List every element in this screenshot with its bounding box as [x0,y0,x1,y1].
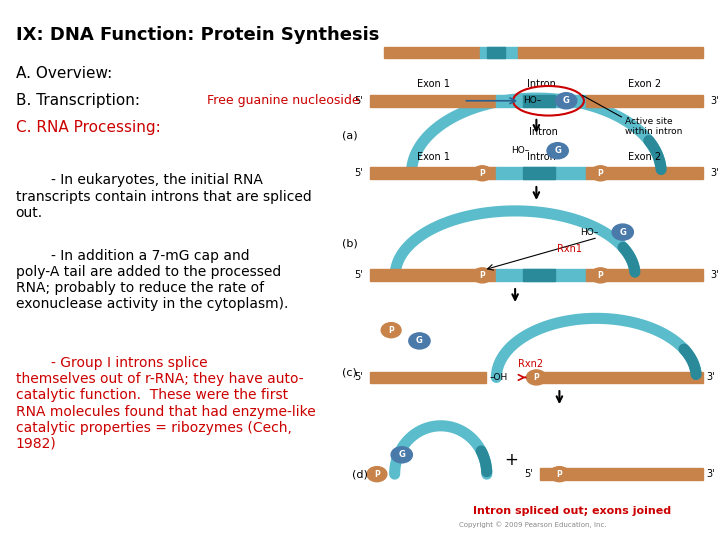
Text: Rxn2: Rxn2 [518,360,544,369]
Text: 5': 5' [354,168,363,178]
FancyBboxPatch shape [384,46,480,58]
FancyBboxPatch shape [518,46,703,58]
Text: G: G [619,227,626,237]
Text: G: G [416,336,423,346]
Circle shape [547,143,568,159]
Text: Intron: Intron [527,79,556,90]
Text: C. RNA Processing:: C. RNA Processing: [16,119,161,134]
Circle shape [367,467,387,482]
Text: 3': 3' [710,271,719,280]
Text: P: P [557,470,562,478]
FancyBboxPatch shape [496,269,586,281]
Text: - In addition a 7-mG cap and
poly-A tail are added to the processed
RNA; probabl: - In addition a 7-mG cap and poly-A tail… [16,248,288,311]
Circle shape [381,322,401,338]
Text: P: P [598,169,603,178]
Circle shape [409,333,430,349]
FancyBboxPatch shape [586,167,703,179]
Text: HO–: HO– [523,96,541,105]
Text: 5': 5' [354,271,363,280]
FancyBboxPatch shape [540,468,703,480]
Text: Copyright © 2009 Pearson Education, Inc.: Copyright © 2009 Pearson Education, Inc. [459,521,607,528]
FancyBboxPatch shape [586,95,703,107]
Text: Active site
within intron: Active site within intron [625,117,683,136]
Text: - In eukaryotes, the initial RNA
transcripts contain introns that are spliced
ou: - In eukaryotes, the initial RNA transcr… [16,173,311,220]
Text: G: G [554,146,561,155]
Text: 5': 5' [524,469,533,479]
Text: - Group I introns splice
themselves out of r-RNA; they have auto-
catalytic func: - Group I introns splice themselves out … [16,356,315,451]
Circle shape [526,370,546,385]
Text: Exon 1: Exon 1 [417,79,449,90]
Text: P: P [374,470,380,478]
Text: 5': 5' [354,373,363,382]
Circle shape [556,93,577,109]
FancyBboxPatch shape [370,95,496,107]
Text: Exon 2: Exon 2 [628,79,661,90]
Text: G: G [563,96,570,105]
FancyBboxPatch shape [523,95,555,107]
Text: Intron: Intron [527,152,556,162]
Circle shape [391,447,413,463]
Text: P: P [388,326,394,335]
Text: (c): (c) [341,367,356,377]
Text: HO–: HO– [580,227,598,237]
Text: P: P [480,271,485,280]
Circle shape [590,166,611,181]
Text: P: P [480,169,485,178]
Text: 3': 3' [710,168,719,178]
Text: Exon 2: Exon 2 [628,152,661,162]
FancyBboxPatch shape [523,269,555,281]
FancyBboxPatch shape [480,46,518,58]
Text: Rxn1: Rxn1 [557,244,582,254]
FancyBboxPatch shape [496,167,586,179]
FancyBboxPatch shape [523,167,555,179]
Text: HO–: HO– [511,146,529,155]
Text: 3': 3' [706,373,715,382]
FancyBboxPatch shape [370,167,496,179]
Text: Exon 1: Exon 1 [417,152,449,162]
Text: Intron spliced out; exons joined: Intron spliced out; exons joined [473,507,671,516]
Circle shape [549,467,570,482]
Text: 3': 3' [710,96,719,106]
FancyBboxPatch shape [487,46,505,58]
Text: P: P [534,373,539,382]
Text: +: + [505,451,518,469]
Circle shape [612,224,634,240]
Text: (b): (b) [341,238,357,248]
Text: (a): (a) [341,131,357,141]
Circle shape [590,268,611,283]
Text: P: P [598,271,603,280]
FancyBboxPatch shape [370,372,487,383]
FancyBboxPatch shape [496,95,586,107]
Text: (d): (d) [352,469,368,479]
FancyBboxPatch shape [370,269,496,281]
Text: –OH: –OH [490,373,508,382]
Circle shape [472,268,492,283]
Text: 5': 5' [354,96,363,106]
Text: B. Transcription:: B. Transcription: [16,93,140,107]
Text: G: G [398,450,405,460]
Circle shape [472,166,492,181]
Text: 3': 3' [706,469,715,479]
Text: A. Overview:: A. Overview: [16,66,112,81]
Text: IX: DNA Function: Protein Synthesis: IX: DNA Function: Protein Synthesis [16,25,379,44]
FancyBboxPatch shape [586,269,703,281]
FancyBboxPatch shape [536,372,703,383]
Text: Intron: Intron [529,127,558,137]
Text: Free guanine nucleoside: Free guanine nucleoside [207,94,359,107]
